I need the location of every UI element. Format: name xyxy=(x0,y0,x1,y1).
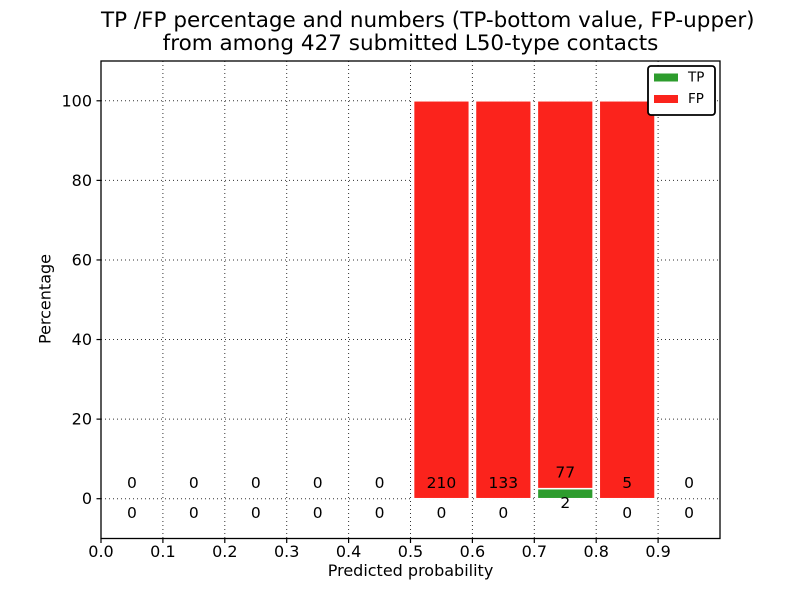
tp-count-label: 0 xyxy=(684,504,694,522)
x-tick-label: 0.8 xyxy=(583,542,608,561)
fp-count-label: 77 xyxy=(555,464,575,482)
y-tick-label: 80 xyxy=(72,171,92,190)
y-axis-label: Percentage xyxy=(35,253,55,345)
tp-count-label: 0 xyxy=(127,504,137,522)
fp-count-label: 0 xyxy=(313,474,323,492)
legend-label-tp: TP xyxy=(687,70,704,86)
fp-count-label: 0 xyxy=(251,474,261,492)
axes-frame xyxy=(100,60,721,540)
y-tick-label: 40 xyxy=(72,330,92,349)
chart-title-line2: from among 427 submitted L50-type contac… xyxy=(162,31,659,56)
x-tick-label: 0.5 xyxy=(398,542,423,561)
x-tick-label: 0.0 xyxy=(88,542,113,561)
bar-fp xyxy=(412,100,471,500)
fp-count-label: 133 xyxy=(489,474,519,492)
legend-label-fp: FP xyxy=(688,91,704,107)
chart-title-line1: TP /FP percentage and numbers (TP-bottom… xyxy=(101,8,755,33)
tp-count-label: 0 xyxy=(189,504,199,522)
fp-count-label: 5 xyxy=(622,474,632,492)
x-tick-label: 0.6 xyxy=(460,542,485,561)
tp-count-label: 0 xyxy=(251,504,261,522)
fp-count-label: 210 xyxy=(427,474,457,492)
legend-swatch-fp xyxy=(654,95,678,103)
bar-fp xyxy=(598,100,656,500)
tp-count-label: 0 xyxy=(313,504,323,522)
y-tick-label: 60 xyxy=(72,250,92,269)
fp-count-label: 0 xyxy=(189,474,199,492)
bar-fp xyxy=(474,100,532,500)
x-tick-label: 0.1 xyxy=(150,542,175,561)
x-tick-label: 0.3 xyxy=(274,542,299,561)
legend-box xyxy=(647,65,716,116)
y-tick-label: 20 xyxy=(72,410,92,429)
tp-count-label: 0 xyxy=(498,504,508,522)
x-tick-label: 0.2 xyxy=(212,542,237,561)
tp-count-label: 0 xyxy=(437,504,447,522)
y-tick-label: 0 xyxy=(82,489,92,508)
fp-count-label: 0 xyxy=(127,474,137,492)
tp-count-label: 2 xyxy=(560,494,570,512)
legend-swatch-tp xyxy=(654,73,678,82)
bar-fp xyxy=(536,100,594,490)
tp-count-label: 0 xyxy=(622,504,632,522)
y-tick-label: 100 xyxy=(61,91,92,110)
x-tick-label: 0.9 xyxy=(645,542,670,561)
fp-count-label: 0 xyxy=(375,474,385,492)
x-tick-label: 0.4 xyxy=(336,542,361,561)
x-axis-label: Predicted probability xyxy=(327,561,494,580)
tp-count-label: 0 xyxy=(375,504,385,522)
x-tick-label: 0.7 xyxy=(522,542,547,561)
fp-count-label: 0 xyxy=(684,474,694,492)
